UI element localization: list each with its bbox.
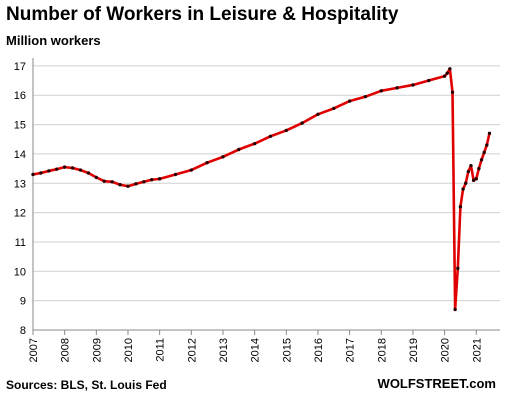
x-tick-label: 2013 <box>218 338 230 362</box>
y-tick-label: 8 <box>20 325 26 337</box>
data-point <box>221 155 225 159</box>
data-point <box>347 99 352 103</box>
data-point <box>268 134 273 139</box>
data-point <box>70 166 75 170</box>
x-tick-label: 2014 <box>250 338 262 362</box>
x-tick-label: 2007 <box>28 338 40 362</box>
brand-logo-text: WOLFSTREET.com <box>377 376 496 391</box>
data-point <box>150 178 154 182</box>
data-point <box>55 167 59 171</box>
chart-title: Number of Workers in Leisure & Hospitali… <box>6 4 399 25</box>
data-point <box>102 179 106 183</box>
data-point <box>332 106 336 111</box>
data-point <box>445 71 449 75</box>
data-point <box>31 172 35 177</box>
data-point <box>479 158 484 162</box>
data-point <box>485 143 489 147</box>
data-point <box>487 131 492 136</box>
data-point <box>469 163 473 168</box>
data-point <box>395 86 399 90</box>
data-point <box>118 183 122 187</box>
axis-layer: 8 9 10 11 12 13 14 15 16 17 2007 2008 2009 2010 2011 20… <box>14 58 500 362</box>
series-line <box>32 67 491 311</box>
chart-subtitle: Million workers <box>6 33 101 48</box>
data-point <box>173 172 178 177</box>
data-point <box>284 128 288 133</box>
source-note: Sources: BLS, St. Louis Fed <box>6 378 167 392</box>
data-point <box>477 166 481 171</box>
data-point <box>471 178 476 183</box>
x-tick-label: 2018 <box>376 338 388 362</box>
data-point <box>363 94 368 99</box>
y-tick-label: 12 <box>14 208 26 220</box>
x-tick-label: 2009 <box>91 338 103 362</box>
x-tick-label: 2010 <box>123 338 135 362</box>
data-point <box>316 112 320 116</box>
data-point <box>62 165 67 169</box>
data-point <box>110 180 114 184</box>
x-tick-label: 2008 <box>60 338 72 362</box>
y-tick-label: 13 <box>14 178 26 190</box>
series-layer <box>31 67 492 312</box>
data-point <box>126 184 130 188</box>
x-tick-label: 2017 <box>345 338 357 362</box>
data-point <box>94 175 99 180</box>
x-tick-label: 2015 <box>281 338 293 362</box>
data-point <box>450 90 455 94</box>
y-tick-label: 16 <box>14 90 26 102</box>
data-point <box>461 187 465 191</box>
x-tick-label: 2021 <box>471 338 483 362</box>
y-tick-label: 9 <box>20 296 26 308</box>
y-tick-label: 11 <box>15 237 26 249</box>
data-point <box>442 74 447 78</box>
data-point <box>134 182 138 186</box>
x-tick-label: 2011 <box>155 338 167 362</box>
data-point <box>205 161 209 165</box>
y-tick-label: 15 <box>14 120 26 132</box>
x-tick-label: 2020 <box>440 338 452 362</box>
data-point <box>78 168 83 172</box>
data-point <box>189 168 194 172</box>
data-point <box>458 205 463 209</box>
data-point <box>411 83 415 87</box>
data-point <box>157 177 162 181</box>
data-point <box>86 171 91 175</box>
y-tick-label: 17 <box>14 61 26 73</box>
data-point <box>474 177 478 181</box>
data-point <box>379 89 383 93</box>
data-point <box>47 169 51 173</box>
data-point <box>39 171 43 175</box>
x-tick-label: 2016 <box>313 338 325 362</box>
data-point <box>427 78 431 83</box>
x-tick-label: 2012 <box>186 338 198 362</box>
data-point <box>453 307 457 312</box>
data-point <box>456 266 460 271</box>
data-point <box>448 67 452 71</box>
y-tick-label: 10 <box>14 266 26 278</box>
grid-layer <box>33 65 500 331</box>
data-point <box>482 150 486 155</box>
data-point <box>142 180 146 184</box>
data-point <box>464 181 468 185</box>
data-point <box>466 169 471 174</box>
x-tick-label: 2019 <box>408 338 420 362</box>
data-point <box>252 141 257 146</box>
data-point <box>300 121 304 125</box>
data-point <box>237 147 241 152</box>
y-tick-label: 14 <box>14 149 26 161</box>
